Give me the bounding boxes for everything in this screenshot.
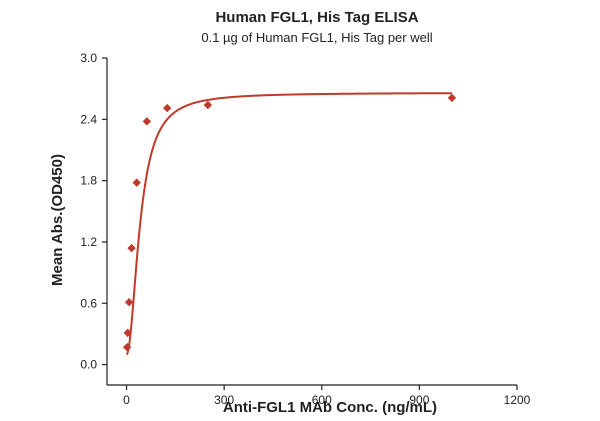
axes: 0.0 0.6 1.2 1.8 2.4 3.0 0 300 600 900 1200 — [80, 51, 530, 407]
y-axis-title: Mean Abs.(OD450) — [49, 154, 66, 286]
x-tick-label: 300 — [214, 393, 234, 407]
y-tick-label: 1.8 — [80, 174, 97, 188]
data-point — [127, 243, 136, 253]
x-tick-label: 0 — [123, 393, 130, 407]
chart-title: Human FGL1, His Tag ELISA — [215, 9, 418, 26]
data-points — [122, 93, 457, 352]
y-tick-label: 1.2 — [80, 235, 97, 249]
data-point — [122, 342, 132, 352]
data-point — [132, 178, 141, 187]
chart-subtitle: 0.1 µg of Human FGL1, His Tag per well — [201, 30, 432, 45]
x-tick-label: 1200 — [504, 393, 531, 407]
y-tick-label: 3.0 — [80, 51, 97, 65]
y-tick-label: 0.0 — [80, 358, 97, 372]
data-point — [142, 117, 152, 126]
data-point — [447, 93, 457, 103]
x-axis-title: Anti-FGL1 MAb Conc. (ng/mL) — [223, 399, 437, 416]
data-point — [124, 298, 134, 307]
data-point — [162, 103, 172, 113]
data-point — [203, 100, 213, 110]
data-point — [123, 328, 132, 338]
y-tick-label: 0.6 — [80, 296, 97, 310]
fit-curve — [126, 92, 452, 356]
x-tick-label: 600 — [312, 393, 332, 407]
fit-curve-group — [126, 92, 452, 356]
y-tick-label: 2.4 — [80, 112, 97, 126]
x-tick-label: 900 — [409, 393, 429, 407]
